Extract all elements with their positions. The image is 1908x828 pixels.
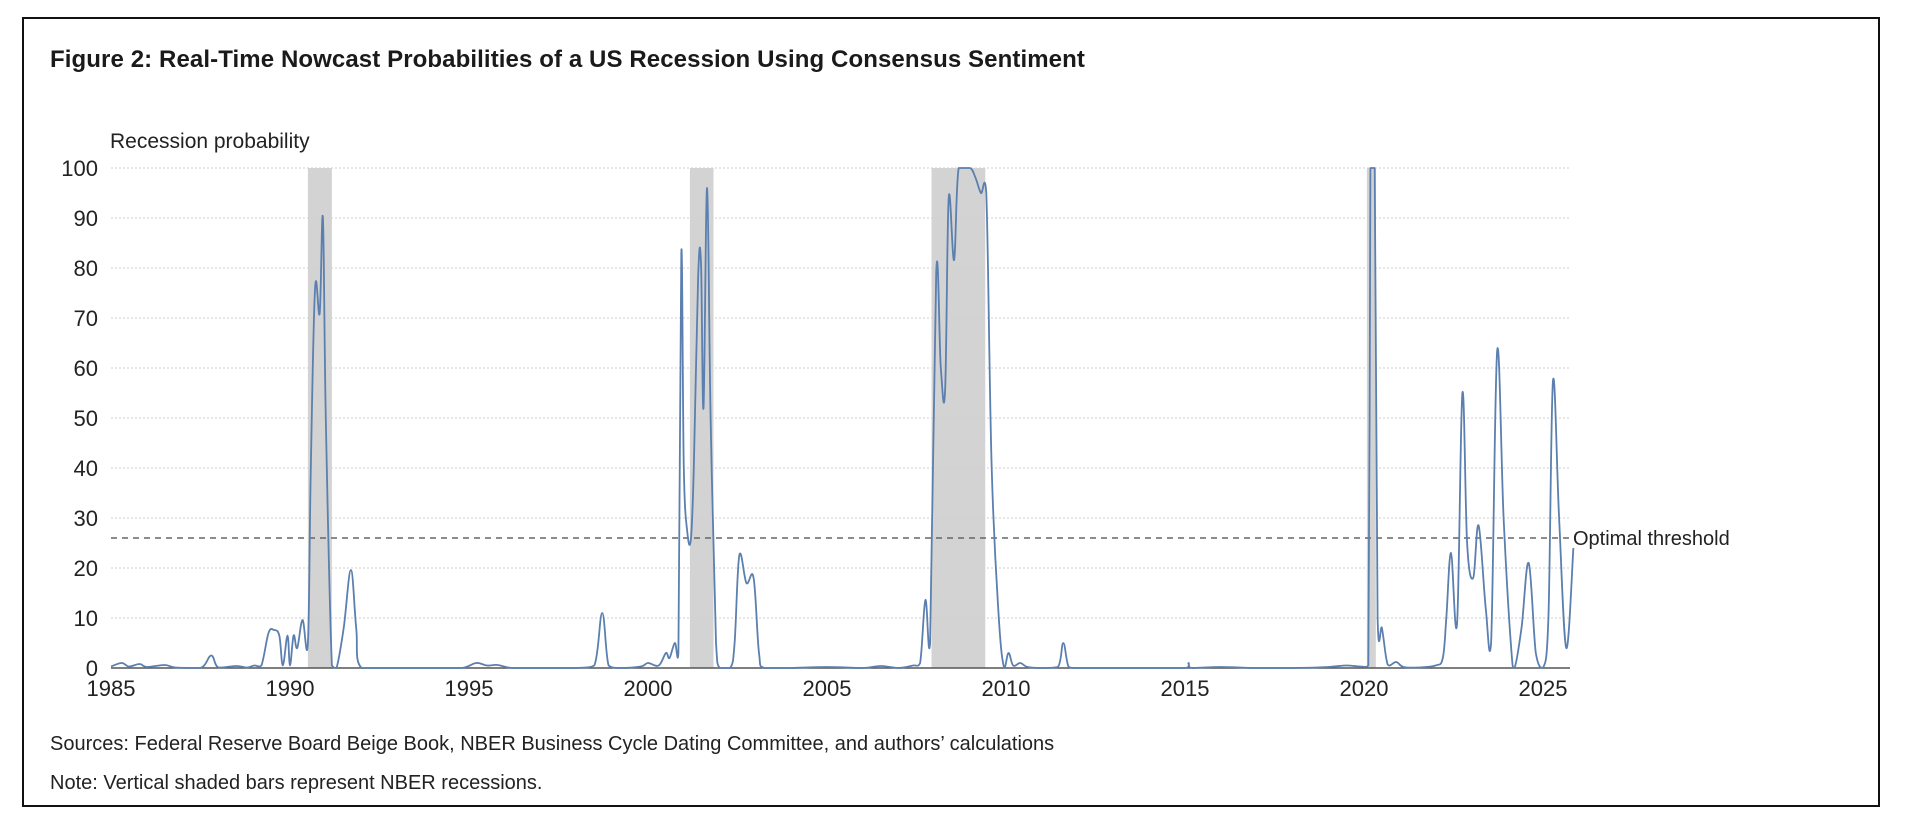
threshold: Optimal threshold: [111, 528, 1730, 550]
x-tick-label-1985: 1985: [87, 676, 136, 701]
y-tick-label-40: 40: [74, 456, 98, 481]
x-tick-label-2025: 2025: [1519, 676, 1568, 701]
y-tick-labels: 0 10 20 30 40 50 60 70 80 90 100: [61, 156, 98, 681]
x-tick-label-2005: 2005: [803, 676, 852, 701]
threshold-label: Optimal threshold: [1573, 528, 1730, 550]
x-tick-label-2000: 2000: [624, 676, 673, 701]
x-tick-label-2015: 2015: [1161, 676, 1210, 701]
source-note: Sources: Federal Reserve Board Beige Boo…: [50, 733, 1055, 755]
y-tick-label-20: 20: [74, 556, 98, 581]
series-line-1: [110, 167, 1575, 669]
x-tick-label-1995: 1995: [445, 676, 494, 701]
y-tick-label-90: 90: [74, 206, 98, 231]
y-tick-label-0: 0: [86, 656, 98, 681]
y-tick-label-50: 50: [74, 406, 98, 431]
x-tick-label-2010: 2010: [982, 676, 1031, 701]
figure-title: Figure 2: Real-Time Nowcast Probabilitie…: [50, 46, 1085, 73]
series: [110, 167, 1575, 669]
footnote: Note: Vertical shaded bars represent NBE…: [50, 772, 543, 794]
x-tick-label-2020: 2020: [1340, 676, 1389, 701]
y-tick-label-70: 70: [74, 306, 98, 331]
y-tick-label-60: 60: [74, 356, 98, 381]
x-tick-label-1990: 1990: [266, 676, 315, 701]
y-tick-label-10: 10: [74, 606, 98, 631]
y-axis-label: Recession probability: [110, 130, 310, 153]
y-tick-label-80: 80: [74, 256, 98, 281]
gridlines: [111, 167, 1570, 619]
x-tick-labels: 1985 1990 1995 2000 2005 2010 2015 2020 2025: [87, 676, 1568, 701]
y-tick-label-100: 100: [61, 156, 98, 181]
recession-bar-2: [689, 168, 714, 668]
y-tick-label-30: 30: [74, 506, 98, 531]
